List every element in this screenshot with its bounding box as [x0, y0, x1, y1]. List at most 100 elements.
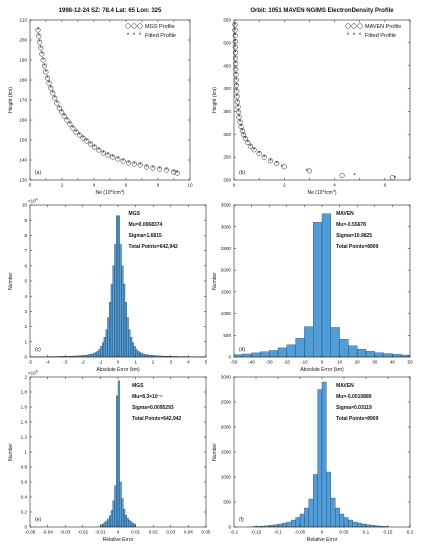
panel-d — [233, 204, 411, 358]
legend-marker: * — [347, 32, 350, 39]
x-tick-label: 0.1 — [363, 530, 370, 535]
y-tick-label: 0 — [228, 355, 231, 360]
x-axis-label: Ne (104/cm3) — [96, 189, 125, 196]
stats-annotation: MAVEN — [336, 383, 354, 389]
fitted-point: * — [72, 125, 75, 132]
histogram-bar — [242, 353, 252, 358]
histogram-bar — [282, 522, 287, 528]
x-tick-label: -20 — [283, 360, 290, 365]
x-tick-label: -0.01 — [95, 530, 106, 535]
histogram-bar — [295, 517, 301, 528]
x-tick-label: 2 — [283, 183, 286, 188]
profile-point — [70, 125, 76, 131]
histogram-bar — [144, 354, 147, 358]
histogram-bar — [116, 395, 119, 528]
legend-marker: * — [353, 32, 356, 39]
histogram-bar — [117, 215, 120, 358]
histogram-bar — [124, 514, 127, 528]
y-axis-label: Number — [8, 443, 14, 461]
histogram-bar — [348, 519, 353, 528]
stats-annotation: Mu=0.0068374 — [129, 222, 163, 228]
legend-marker — [131, 23, 137, 29]
stats-annotation: Sigma=0.03119 — [336, 405, 372, 411]
fitted-point: * — [89, 141, 92, 148]
histogram-bar — [146, 354, 149, 358]
x-tick-label: 0.05 — [340, 530, 349, 535]
histogram-bar — [93, 353, 96, 358]
y-tick-label: 9 — [24, 218, 27, 223]
x-tick-label: -0.03 — [60, 530, 71, 535]
profile-point — [235, 104, 241, 110]
x-tick-label: -40 — [248, 360, 255, 365]
y-tick-label: 0.2 — [21, 510, 28, 515]
profile-point — [150, 165, 156, 171]
legend-marker — [357, 23, 363, 29]
histogram-bar — [121, 265, 124, 358]
panel-label: (e) — [35, 517, 41, 523]
x-tick-label: -0.05 — [295, 530, 306, 535]
fitted-point: * — [85, 138, 88, 145]
x-tick-label: -5 — [28, 360, 33, 365]
stats-annotation: MGS — [129, 211, 141, 217]
legend-label: MGS Profile — [145, 24, 175, 30]
histogram-bar — [361, 523, 367, 528]
fitted-point: * — [263, 154, 266, 161]
fitted-point: * — [235, 83, 238, 90]
profile-point — [232, 49, 239, 56]
y-tick-label: 1000 — [221, 311, 232, 316]
y-tick-label: 180 — [19, 78, 27, 83]
profile-point — [232, 44, 238, 50]
histogram-bar — [365, 351, 375, 358]
histogram-bar — [321, 381, 327, 528]
histogram-bar — [137, 351, 140, 358]
fitted-point: * — [66, 117, 69, 124]
fitted-point: * — [172, 169, 175, 176]
fitted-point: * — [127, 160, 130, 167]
y-tick-label: 150 — [19, 138, 27, 143]
profile-point — [234, 99, 241, 105]
profile-point — [37, 39, 43, 45]
y-tick-label: 0 — [24, 355, 27, 360]
stats-annotation: Sigma=1.6815 — [129, 233, 162, 239]
fitted-point: * — [102, 150, 105, 157]
fitted-point: * — [234, 55, 237, 62]
histogram-bar — [317, 389, 323, 528]
histogram-bar — [119, 244, 122, 358]
panel-f — [233, 376, 411, 528]
fitted-point: * — [63, 113, 66, 120]
profile-point — [105, 152, 111, 158]
profile-point — [274, 160, 280, 167]
histogram-bar — [94, 352, 98, 358]
x-tick-label: -0.2 — [230, 530, 238, 535]
histogram-bar — [133, 346, 136, 358]
fitted-point: * — [165, 167, 168, 174]
fitted-point: * — [43, 63, 46, 70]
histogram-bar — [304, 326, 314, 358]
histogram-bar — [392, 354, 402, 358]
y-tick-label: 2 — [24, 375, 27, 380]
stats-annotation: Total Points=642,942 — [132, 416, 181, 422]
fitted-point: * — [37, 27, 40, 34]
profile-point — [38, 45, 44, 51]
fitted-point: * — [82, 135, 85, 142]
histogram-bar — [142, 353, 145, 358]
stats-annotation: MAVEN — [336, 211, 354, 217]
legend-marker: * — [359, 32, 362, 39]
x-tick-label: 6 — [384, 183, 387, 188]
fitted-point: * — [50, 85, 53, 92]
stats-annotation: MGS — [132, 383, 144, 389]
histogram-bar — [295, 338, 305, 358]
histogram-bar — [109, 515, 112, 528]
profile-point — [137, 162, 143, 168]
fitted-point: * — [45, 69, 48, 76]
profile-point — [306, 168, 312, 174]
fitted-point: * — [234, 44, 237, 51]
y-tick-label: 500 — [223, 500, 231, 505]
profile-point — [232, 22, 238, 28]
histogram-bar — [326, 471, 331, 528]
fitted-point: * — [239, 119, 242, 126]
profile-point — [39, 51, 45, 57]
profile-point — [120, 158, 126, 164]
profile-point — [73, 129, 79, 135]
fitted-point: * — [236, 94, 239, 101]
